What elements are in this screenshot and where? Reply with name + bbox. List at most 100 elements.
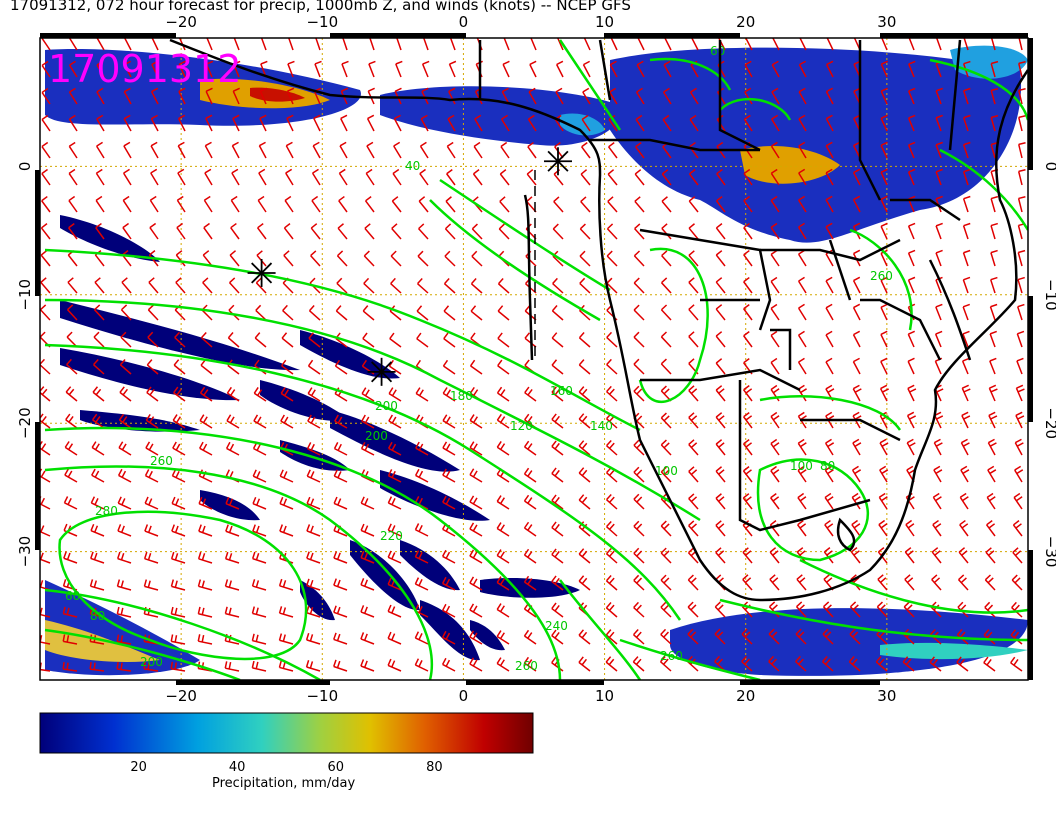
axis-labels: −20 −20 −10 −10 0 0 10 10 20 20 30 30 0 0 −10 −10 −20 −20…	[16, 13, 1056, 705]
wind-barb-508	[770, 384, 780, 402]
wind-barb-706	[116, 551, 132, 564]
wind-barb-395	[715, 304, 726, 321]
wind-barb-9	[287, 38, 294, 51]
contour-labels: 40 60 80 100 100 120 140 160 180 200 200 220 240 260 2…	[65, 44, 893, 673]
wind-barb-443	[1016, 330, 1025, 348]
wind-barb-805	[795, 601, 807, 618]
wind-barb-296	[40, 250, 51, 267]
wind-barb-600	[252, 469, 267, 483]
wind-barb-853	[89, 662, 105, 672]
wind-barb-664	[986, 492, 996, 510]
wind-barb-206	[607, 169, 618, 186]
wind-barb-519	[65, 413, 78, 429]
wind-barb-607	[442, 468, 456, 483]
wind-barb-718	[441, 549, 456, 564]
wind-barb-105	[880, 87, 888, 105]
wind-barb-621	[824, 465, 834, 483]
wind-barb-75	[68, 87, 78, 105]
wind-barb-246	[688, 196, 699, 213]
wind-barb-421	[416, 332, 429, 348]
wind-barb-341	[255, 277, 267, 294]
wind-barb-124	[393, 114, 402, 132]
wind-barb-874	[659, 655, 672, 672]
wind-barb-268	[283, 223, 294, 240]
marker-star-1	[247, 258, 276, 287]
wind-barb-336	[121, 277, 132, 294]
wind-barb-610	[523, 467, 537, 483]
wind-barb-520	[91, 413, 105, 429]
wind-barb-155	[231, 141, 240, 159]
wind-barb-773	[931, 574, 942, 591]
wind-barb-476	[907, 357, 915, 375]
wind-barb-678	[360, 523, 375, 537]
contour-label-7: 160	[550, 384, 573, 398]
wind-barb-398	[797, 303, 807, 321]
wind-barb-283	[688, 223, 699, 240]
wind-barb-792	[441, 603, 456, 618]
wind-barb-513	[907, 384, 917, 402]
wind-barb-655	[742, 493, 753, 510]
wind-barb-650	[606, 493, 618, 510]
wind-barb-213	[798, 168, 807, 186]
wind-barb-529	[334, 414, 348, 429]
wind-barb-360	[770, 276, 780, 294]
wind-barb-835	[605, 629, 618, 645]
wind-barb-647	[523, 494, 537, 510]
wind-barb-570	[442, 441, 456, 456]
wind-barb-820	[197, 634, 213, 645]
wind-barb-431	[688, 331, 699, 348]
wind-barb-485	[146, 386, 159, 402]
wind-barb-175	[770, 141, 780, 159]
wind-barb-554	[1015, 411, 1025, 429]
wind-barb-198	[392, 168, 402, 186]
wind-barb-181	[935, 141, 943, 159]
wind-barb-552	[961, 411, 971, 429]
wind-barb-33	[935, 38, 942, 51]
wind-barb-288	[825, 222, 834, 240]
wind-barb-147	[1018, 115, 1026, 132]
wind-barb-191	[204, 168, 213, 186]
wind-barb-511	[852, 384, 862, 402]
wind-barb-133	[635, 114, 645, 132]
wind-barb-129	[527, 114, 537, 132]
wind-barb-722	[551, 548, 564, 564]
colorbar	[39, 712, 534, 754]
wind-barb-284	[715, 223, 726, 240]
wind-barb-642	[387, 496, 402, 510]
wind-barb-72	[990, 60, 999, 78]
wind-barb-58	[609, 60, 618, 78]
wind-barb-245	[661, 196, 672, 213]
wind-barb-586	[879, 438, 889, 456]
coastlines	[169, 38, 1028, 602]
wind-barb-103	[825, 87, 834, 105]
wind-barb-717	[414, 550, 429, 564]
wind-barb-154	[204, 141, 213, 159]
wind-barb-393	[660, 304, 672, 321]
wind-barb-501	[578, 386, 591, 402]
wind-barb-526	[253, 414, 267, 429]
wind-barb-758	[523, 575, 537, 591]
wind-barb-334	[67, 277, 78, 294]
wind-barb-663	[959, 492, 969, 510]
lat-label-right-2: −20	[1042, 407, 1056, 439]
wind-barb-747	[224, 579, 240, 591]
wind-barb-66	[826, 60, 834, 78]
wind-barb-694	[797, 519, 807, 537]
wind-barb-200	[446, 168, 456, 186]
wind-barb-333	[40, 277, 51, 294]
lon-label-top-1: −10	[306, 13, 338, 31]
wind-barb-364	[880, 276, 888, 294]
wind-barb-827	[387, 631, 402, 645]
wind-barb-445	[66, 358, 78, 375]
wind-barb-733	[850, 547, 861, 564]
wind-barb-884	[929, 656, 942, 672]
wind-barb-887	[1010, 656, 1023, 672]
wind-barb-201	[472, 169, 483, 186]
wind-barb-256	[962, 195, 971, 213]
wind-barb-231	[284, 195, 294, 213]
wind-barb-839	[714, 628, 726, 645]
wind-barb-499	[524, 386, 537, 402]
wind-barb-826	[360, 632, 375, 645]
contour-label-12: 240	[545, 619, 568, 633]
wind-barb-404	[962, 303, 971, 321]
